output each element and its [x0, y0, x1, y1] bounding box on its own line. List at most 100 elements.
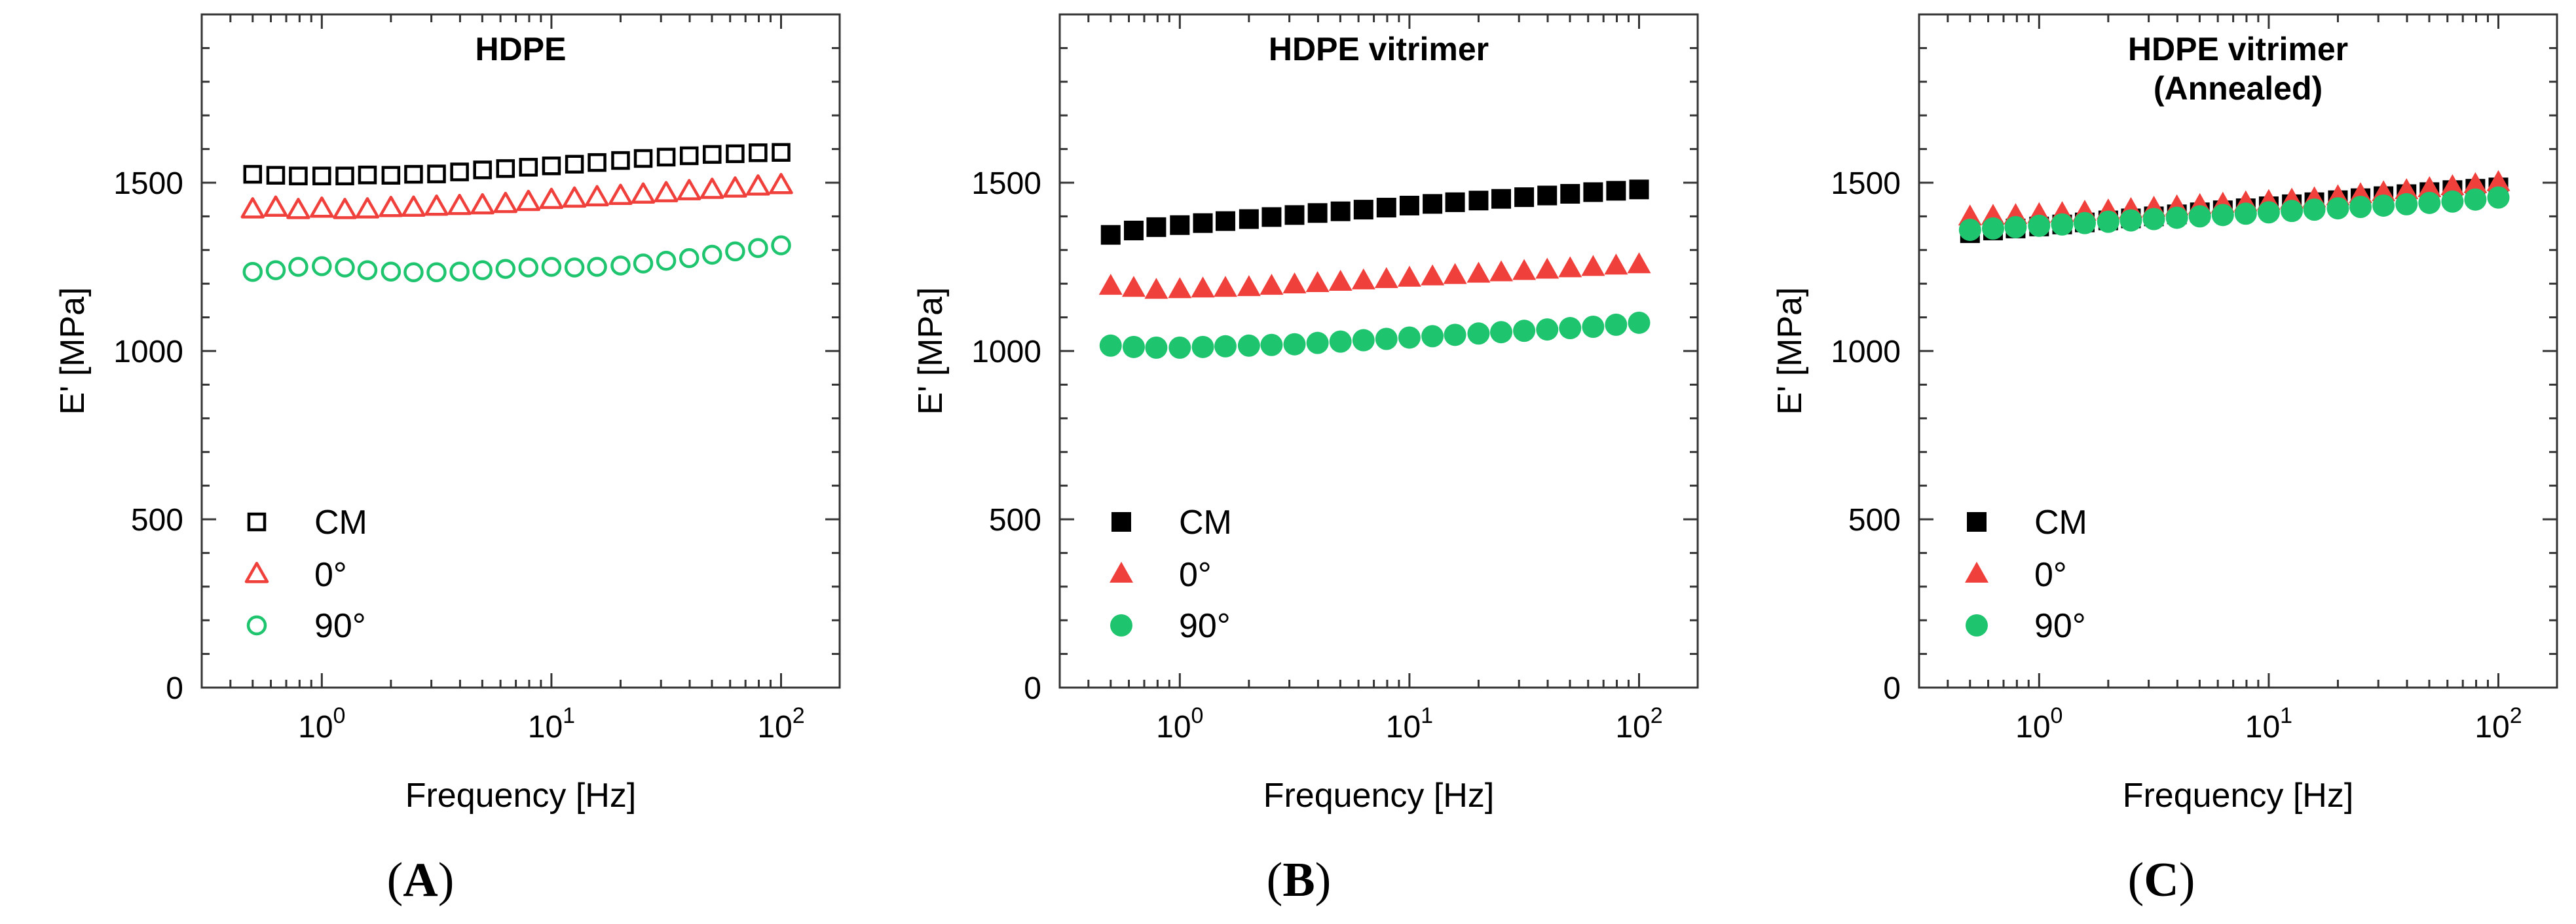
data-point [289, 166, 308, 185]
panel-label-letter: A [403, 853, 438, 907]
data-point [266, 166, 286, 185]
data-point [588, 153, 607, 172]
data-point [2395, 178, 2419, 200]
x-tick-label: 102 [2474, 703, 2522, 745]
y-tick-label: 0 [166, 671, 183, 706]
y-tick-label: 1000 [1831, 335, 1901, 369]
panel-label-close: ) [438, 853, 455, 907]
data-point [1146, 217, 1167, 237]
chart-title: HDPE vitrimer [2128, 31, 2348, 67]
y-tick-label: 0 [1883, 671, 1901, 706]
data-point [1468, 191, 1489, 211]
data-point [381, 166, 401, 185]
data-point [1443, 263, 1467, 284]
data-point [1537, 185, 1558, 206]
x-tick-label: 102 [1615, 703, 1662, 745]
data-point [335, 166, 354, 185]
data-point [2487, 186, 2510, 209]
x-tick-base: 10 [1386, 710, 1421, 745]
data-point [2165, 206, 2188, 229]
data-point [379, 196, 403, 217]
data-point [677, 179, 701, 200]
y-tick-label: 1500 [113, 166, 183, 201]
x-tick-label: 101 [2245, 703, 2292, 745]
data-point [2028, 214, 2051, 237]
series-triangle [240, 173, 793, 219]
x-axis-label: Frequency [Hz] [405, 777, 637, 815]
data-point [1958, 204, 1982, 226]
data-point [1489, 260, 1514, 282]
plot-frame [1918, 13, 2558, 689]
data-point [1168, 336, 1191, 359]
data-point [1583, 182, 1603, 202]
data-point [1353, 200, 1373, 220]
x-tick-label: 100 [2015, 703, 2063, 745]
legend-label: 90° [314, 607, 366, 645]
data-point [2142, 208, 2165, 231]
x-tick-base: 10 [1156, 710, 1191, 745]
legend-marker [246, 615, 267, 636]
data-point [310, 196, 334, 218]
data-point [610, 255, 631, 276]
data-point [472, 260, 493, 280]
data-point [1445, 192, 1465, 212]
legend-label: 0° [314, 556, 347, 594]
data-point [1512, 259, 1537, 280]
data-point [771, 235, 791, 255]
data-point [2463, 172, 2488, 193]
data-point [1328, 269, 1353, 291]
data-point [426, 262, 447, 282]
data-point [769, 173, 793, 194]
data-point [1581, 255, 1605, 276]
data-point [2051, 213, 2074, 236]
data-point [2234, 202, 2257, 225]
x-tick-label: 101 [1386, 703, 1433, 745]
data-point [1560, 183, 1580, 204]
data-point [1374, 267, 1398, 288]
data-point [2211, 204, 2234, 227]
data-point [333, 198, 357, 219]
data-point [240, 197, 265, 219]
data-point [1535, 257, 1559, 279]
legend-marker [1966, 614, 1988, 637]
y-tick-label: 0 [1024, 671, 1041, 706]
data-point [2486, 170, 2511, 191]
data-point [746, 174, 770, 196]
data-point [1490, 321, 1513, 344]
x-tick-label: 100 [298, 703, 345, 745]
data-point [1958, 218, 1981, 241]
data-point [1099, 334, 1122, 357]
data-point [2441, 190, 2464, 213]
series-circle [242, 235, 791, 282]
panel-label-letter: B [1282, 853, 1315, 907]
chart-title: (Annealed) [2154, 70, 2323, 107]
data-point [542, 157, 561, 176]
data-point [1627, 252, 1651, 274]
x-tick-exponent: 0 [1191, 703, 1204, 728]
data-point [1100, 225, 1121, 245]
data-point [516, 189, 541, 212]
data-point [725, 241, 745, 262]
data-point [633, 253, 654, 274]
data-point [1981, 217, 2004, 240]
data-point [1467, 322, 1490, 345]
x-tick-base: 10 [757, 710, 792, 745]
data-point [1536, 318, 1559, 341]
x-tick-exponent: 1 [1421, 703, 1433, 728]
legend-label: 0° [1179, 556, 1212, 594]
data-point [263, 195, 288, 217]
data-point [355, 197, 380, 219]
data-point [1628, 311, 1651, 334]
data-point [2188, 205, 2211, 228]
series-circle [1958, 186, 2510, 241]
data-point [1284, 205, 1305, 225]
data-point [243, 164, 263, 184]
y-tick-label: 500 [989, 503, 1041, 538]
legend-marker [1110, 561, 1133, 583]
data-point [1375, 327, 1398, 350]
legend-label: CM [314, 504, 367, 542]
data-point [1559, 317, 1582, 340]
data-point [2004, 215, 2027, 238]
